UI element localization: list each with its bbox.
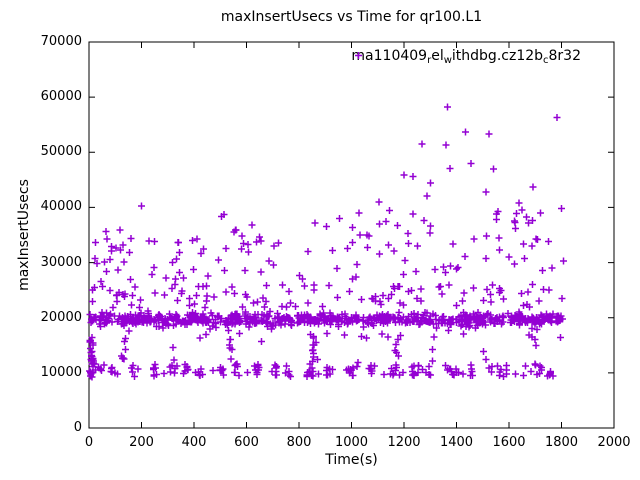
- scatter-points-low-band-clusters: [91, 360, 557, 380]
- x-tick-label: 200: [129, 435, 154, 450]
- y-tick-label: 30000: [40, 254, 82, 270]
- scatter-points-low-band-spread: [100, 361, 545, 379]
- x-tick-label: 800: [286, 435, 312, 450]
- legend-label-subscript: c: [543, 54, 549, 66]
- legend-label-text: el: [431, 47, 444, 64]
- scatter-points-upper-right: [349, 206, 567, 283]
- x-tick-label: 2000: [597, 435, 631, 450]
- legend-label-text: 8r32: [548, 47, 581, 64]
- x-tick-label: 1800: [544, 435, 579, 450]
- x-axis-label: Time(s): [325, 452, 378, 468]
- x-tick-label: 1600: [492, 435, 526, 450]
- scatter-points-lower-fringe: [125, 324, 564, 342]
- x-tick-label: 1200: [387, 435, 421, 450]
- legend-label-subscript: r: [427, 54, 432, 66]
- y-tick-label: 70000: [40, 34, 82, 49]
- x-tick-label: 1400: [439, 435, 474, 450]
- y-tick-label: 10000: [40, 364, 82, 380]
- y-axis-label: maxInsertUsecs: [16, 179, 32, 291]
- x-tick-label: 0: [84, 435, 94, 450]
- y-tick-label: 60000: [40, 89, 82, 105]
- scatter-points-mid-sparse: [118, 333, 540, 366]
- axis-ticks: [88, 41, 615, 429]
- scatter-points-outliers: [92, 103, 565, 255]
- y-tick-label: 0: [73, 420, 82, 435]
- chart-title: maxInsertUsecs vs Time for qr100.L1: [220, 9, 483, 25]
- x-tick-label: 400: [181, 435, 207, 450]
- legend-plus-marker-icon: [355, 52, 363, 59]
- y-tick-label: 20000: [40, 309, 82, 325]
- scatter-points-main-band: [86, 307, 566, 331]
- legend-label-text: ma110409: [351, 47, 428, 64]
- x-tick-label: 600: [234, 435, 259, 450]
- legend-label-subscript: w: [443, 54, 452, 66]
- legend-series-label: ma110409relwithdbg.cz12bc8r32: [351, 48, 581, 66]
- legend-label-text: ithdbg.cz12b: [451, 47, 544, 64]
- scatter-points-start-spike-low: [86, 334, 97, 381]
- scatter-points-upper-left: [91, 226, 252, 285]
- scatter-points-upper-mid: [253, 233, 351, 283]
- legend: ma110409relwithdbg.cz12bc8r32: [351, 48, 581, 66]
- y-tick-label: 40000: [40, 199, 82, 215]
- legend-plus-glyph: [355, 52, 363, 59]
- scatter-points-upper-fringe: [89, 281, 566, 311]
- y-tick-label: 50000: [40, 144, 82, 160]
- x-tick-label: 1000: [334, 435, 369, 450]
